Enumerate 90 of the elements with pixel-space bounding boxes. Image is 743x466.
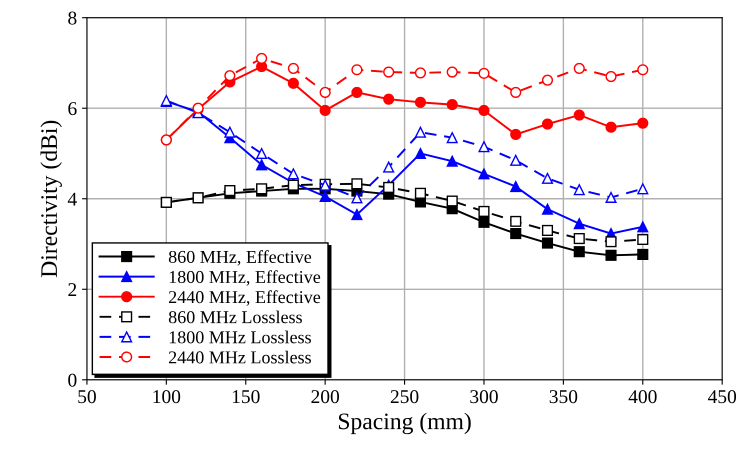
point — [637, 183, 648, 194]
point — [510, 228, 522, 240]
point — [256, 148, 268, 160]
point — [351, 64, 362, 76]
point — [478, 206, 490, 217]
point — [542, 204, 554, 215]
point — [605, 250, 617, 261]
point — [446, 195, 458, 207]
point — [224, 185, 236, 196]
point — [510, 180, 522, 192]
y-tick-label: 2 — [68, 283, 76, 296]
point — [320, 86, 331, 98]
point — [288, 168, 299, 180]
point — [256, 159, 268, 170]
y-tick-label: 6 — [68, 102, 77, 116]
point — [446, 156, 458, 167]
point — [351, 178, 362, 190]
x-tick-label: 150 — [232, 390, 260, 404]
point — [542, 74, 554, 86]
x-tick-label: 450 — [708, 390, 736, 404]
point — [574, 218, 585, 230]
legend-label: 1800 MHz, Effective — [170, 270, 320, 286]
legend-label: 1800 MHz Lossless — [170, 330, 311, 344]
point — [383, 66, 394, 78]
point — [542, 224, 554, 236]
point — [510, 154, 522, 166]
point — [383, 182, 394, 193]
x-tick-label: 300 — [470, 390, 498, 404]
point — [510, 128, 522, 140]
y-axis-title: Directivity (dBi) — [40, 120, 62, 278]
point — [256, 183, 268, 194]
point — [574, 184, 585, 196]
x-tick-label: 350 — [550, 390, 578, 404]
point — [256, 52, 268, 64]
point — [320, 104, 331, 116]
point — [414, 126, 426, 138]
point — [224, 126, 236, 138]
point — [542, 118, 554, 130]
point — [574, 109, 585, 121]
point — [288, 78, 299, 89]
point — [320, 190, 331, 202]
point — [446, 99, 458, 110]
point — [605, 122, 617, 133]
point — [288, 180, 299, 191]
legend-label: 2440 MHz Lossless — [168, 350, 311, 364]
point — [414, 96, 426, 108]
point — [637, 64, 648, 76]
point — [414, 188, 426, 199]
point — [637, 234, 648, 246]
x-tick-label: 400 — [628, 390, 657, 404]
point — [510, 86, 522, 98]
point — [605, 70, 617, 82]
x-tick-label: 50 — [78, 390, 96, 404]
point — [478, 216, 490, 228]
point — [351, 192, 362, 204]
point — [288, 62, 299, 74]
point — [446, 66, 458, 78]
legend-label: 860 MHz Lossless — [168, 310, 302, 324]
y-tick-label: 0 — [68, 374, 76, 387]
y-tick-label: 8 — [68, 12, 76, 25]
point — [605, 192, 617, 203]
point — [510, 216, 522, 227]
point — [478, 68, 490, 79]
legend-label: 2440 MHz, Effective — [168, 290, 320, 306]
y-tick-label: 4 — [68, 192, 77, 206]
point — [574, 246, 585, 258]
point — [478, 141, 490, 152]
point — [637, 118, 648, 129]
x-tick-label: 200 — [311, 390, 339, 404]
point — [351, 209, 362, 220]
point — [637, 248, 648, 260]
x-tick-label: 250 — [390, 390, 418, 404]
x-tick-label: 100 — [153, 390, 180, 404]
point — [605, 236, 617, 248]
point — [414, 67, 426, 78]
point — [637, 221, 648, 232]
point — [542, 238, 554, 249]
point — [542, 172, 554, 184]
point — [574, 233, 585, 244]
point — [383, 94, 394, 105]
point — [574, 62, 585, 74]
legend-label: 860 MHz, Effective — [168, 250, 312, 266]
point — [224, 70, 236, 82]
point — [478, 104, 490, 116]
x-axis-title: Spacing (mm) — [338, 412, 471, 434]
point — [478, 168, 490, 180]
point — [446, 132, 458, 144]
point — [383, 162, 394, 173]
point — [414, 148, 426, 160]
point — [351, 86, 362, 98]
